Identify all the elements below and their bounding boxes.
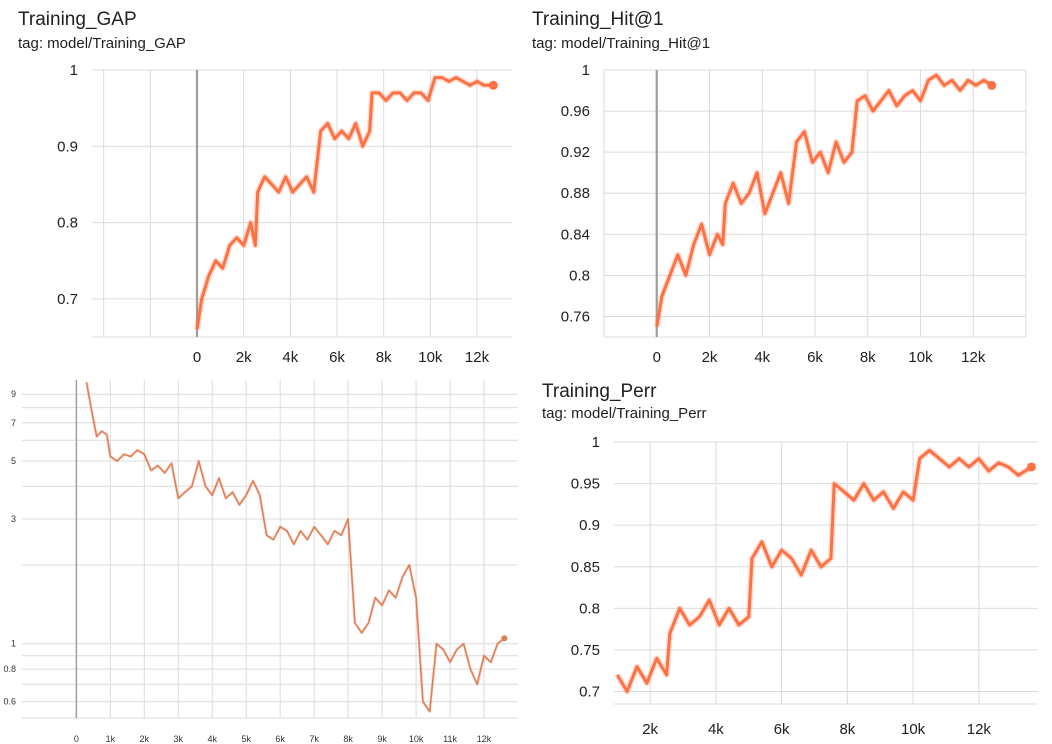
x-tick-label: 10k — [908, 349, 933, 366]
x-tick-label: 11k — [443, 734, 457, 744]
chart-title: Training_Hit@1 — [532, 9, 664, 30]
series-line-shadow — [614, 447, 1034, 695]
x-tick-label: 10k — [418, 349, 443, 366]
y-tick-label: 0.96 — [561, 103, 590, 120]
y-tick-label: 0.75 — [571, 642, 600, 659]
x-tick-label: 12k — [465, 349, 490, 366]
x-tick-label: 8k — [839, 721, 855, 738]
x-tick-label: 6k — [275, 734, 285, 744]
y-tick-label: 1 — [70, 62, 78, 79]
y-tick-label: 0.9 — [579, 517, 600, 534]
chart-tag: tag: model/Training_GAP — [18, 35, 186, 52]
x-tick-label: 4k — [754, 349, 770, 366]
y-tick-label: 5 — [11, 456, 16, 466]
x-tick-label: 8k — [343, 734, 353, 744]
x-tick-label: 0 — [74, 734, 79, 744]
y-tick-label: 0.95 — [571, 476, 600, 493]
panel-loss: 0 1k 2k 3k 4k 5k 6k 7k 8k 9k 10k 11k 12k 0.6 0.8 1 3 5 7 9 — [0, 372, 526, 744]
series-line — [85, 382, 505, 713]
series-line — [655, 73, 993, 327]
x-tick-label: 12k — [961, 349, 986, 366]
grid — [614, 441, 1038, 705]
y-tick-label: 1 — [582, 62, 590, 79]
chart-perr-plot: 2k 4k 6k 8k 10k 12k 0.7 0.75 0.8 0.85 0.9 0.95 1 — [571, 434, 1038, 738]
x-tick-label: 6k — [774, 721, 790, 738]
series-end-point — [987, 80, 997, 90]
chart-gap-plot: 0 2k 4k 6k 8k 10k 12k 0.7 0.8 0.9 1 — [57, 62, 512, 366]
panel-training-gap: Training_GAP tag: model/Training_GAP 0 2k… — [0, 0, 526, 372]
x-tick-label: 0 — [653, 349, 661, 366]
series-end-point — [488, 80, 498, 90]
y-tick-label: 9 — [11, 389, 16, 399]
y-tick-label: 0.84 — [561, 226, 590, 243]
y-tick-label: 0.7 — [579, 684, 600, 701]
series-line-shadow — [194, 74, 494, 330]
chart-loss-plot: 0 1k 2k 3k 4k 5k 6k 7k 8k 9k 10k 11k 12k 0.6 0.8 1 3 5 7 9 — [3, 380, 518, 744]
y-tick-label: 7 — [11, 418, 16, 428]
x-tick-label: 2k — [140, 734, 150, 744]
y-tick-label: 3 — [11, 514, 16, 524]
x-tick-label: 9k — [377, 734, 387, 744]
x-tick-label: 4k — [282, 349, 298, 366]
y-tick-label: 0.8 — [579, 600, 600, 617]
chart-title: Training_GAP — [18, 9, 137, 30]
x-tick-label: 0 — [193, 349, 201, 366]
x-tick-label: 5k — [241, 734, 251, 744]
x-tick-label: 3k — [174, 734, 184, 744]
x-tick-label: 6k — [807, 349, 823, 366]
x-tick-label: 12k — [477, 734, 492, 744]
y-tick-label: 0.76 — [561, 308, 590, 325]
y-tick-label: 0.7 — [57, 291, 78, 308]
chart-tag: tag: model/Training_Perr — [542, 405, 707, 422]
y-tick-label: 1 — [592, 434, 600, 451]
chart-title: Training_Perr — [542, 381, 657, 402]
series-line-shadow — [85, 381, 506, 714]
x-tick-label: 10k — [409, 734, 424, 744]
y-tick-label: 0.92 — [561, 144, 590, 161]
x-tick-label: 8k — [860, 349, 876, 366]
x-tick-label: 10k — [901, 721, 926, 738]
y-tick-label: 0.8 — [3, 664, 16, 674]
y-tick-label: 0.8 — [569, 267, 590, 284]
grid — [603, 69, 1027, 338]
y-tick-label: 0.85 — [571, 559, 600, 576]
y-tick-label: 0.88 — [561, 185, 590, 202]
x-tick-label: 1k — [106, 734, 116, 744]
y-tick-label: 0.6 — [3, 697, 16, 707]
x-tick-label: 4k — [207, 734, 217, 744]
x-tick-label: 8k — [376, 349, 392, 366]
y-tick-label: 0.8 — [57, 215, 78, 232]
x-tick-label: 4k — [708, 721, 724, 738]
series-line-shadow — [653, 72, 994, 328]
x-tick-label: 12k — [967, 721, 992, 738]
y-tick-label: 1 — [11, 639, 16, 649]
panel-training-hit1: Training_Hit@1 tag: model/Training_Hit@1… — [526, 0, 1052, 372]
chart-tag: tag: model/Training_Hit@1 — [532, 35, 711, 52]
panel-training-perr: Training_Perr tag: model/Training_Perr 2… — [526, 372, 1052, 744]
x-tick-label: 2k — [702, 349, 718, 366]
x-tick-label: 7k — [309, 734, 319, 744]
series-line — [195, 76, 494, 330]
y-tick-label: 0.9 — [57, 138, 78, 155]
x-tick-label: 2k — [642, 721, 658, 738]
x-tick-label: 2k — [236, 349, 252, 366]
series-end-point — [501, 635, 508, 642]
x-tick-label: 6k — [329, 349, 345, 366]
grid — [92, 69, 512, 338]
series-line — [616, 448, 1033, 693]
chart-hit1-plot: 0 2k 4k 6k 8k 10k 12k 0.76 0.8 0.84 0.88 0.92 0.96 1 — [561, 62, 1027, 366]
series-end-point — [1026, 462, 1036, 472]
